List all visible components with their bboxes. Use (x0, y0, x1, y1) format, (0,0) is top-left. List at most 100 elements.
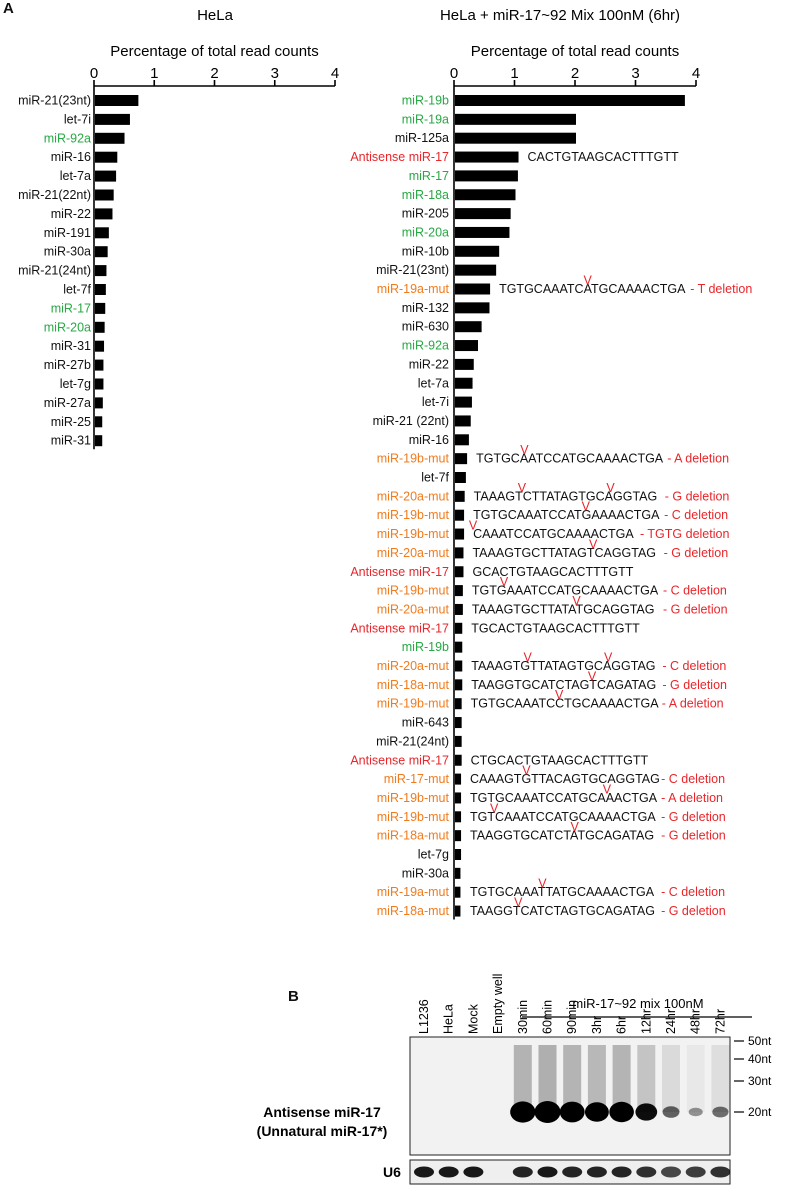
mix-sequence-annotation: TAAAGTGCTTATAGTCAGGTAG (472, 546, 656, 560)
mix-chart-title: HeLa + miR-17~92 Mix 100nM (6hr) (440, 7, 680, 24)
mix-category-label: miR-19b-mut (377, 508, 450, 522)
mix-category-label: miR-630 (402, 320, 449, 334)
mix-deletion-note: - A deletion (662, 697, 724, 711)
mix-deletion-note: - G deletion (664, 546, 729, 560)
mix-deletion-note: - TGTG deletion (640, 527, 729, 541)
mix-category-label: Antisense miR-17 (350, 621, 449, 635)
blot-band (534, 1101, 561, 1123)
mix-category-label: miR-643 (402, 716, 449, 730)
panel-a-label: A (3, 0, 14, 17)
mix-category-label: let-7i (422, 395, 449, 409)
northern-blot: L1236 HeLa Mock Empty well 30min 60min 90min 3h… (257, 974, 772, 1185)
hela-bar (95, 170, 117, 182)
blot-band (662, 1106, 680, 1118)
mix-sequence-annotation: TAAGGTGCATCTATGCAGATAG (470, 829, 654, 843)
hela-bar (95, 189, 114, 201)
mix-deletion-marker: V (523, 651, 532, 665)
mix-bar (455, 472, 466, 483)
blot-lane-label: 6hr (615, 1016, 629, 1034)
u6-band (636, 1166, 657, 1178)
hela-bar (95, 359, 104, 371)
hela-x-tick-label: 3 (271, 65, 279, 82)
hela-category-label: let-7i (64, 112, 91, 126)
hela-category-label: miR-21(22nt) (18, 188, 91, 202)
mix-bar (455, 264, 497, 276)
mix-category-label: miR-21(24nt) (376, 734, 449, 748)
hela-category-label: miR-191 (44, 226, 91, 240)
mix-sequence-annotation: TAAAGTCTTATAGTGCAGGTAG (474, 489, 658, 503)
u6-band (512, 1166, 533, 1178)
mix-bar (455, 811, 462, 823)
mix-deletion-marker: V (604, 651, 613, 665)
mix-deletion-note: - C deletion (662, 659, 726, 673)
mix-bar (455, 189, 516, 201)
mix-sequence-annotation: TGTGAAATCCATGCAAAACTGA (472, 584, 659, 598)
mix-category-label: miR-125a (395, 131, 449, 145)
u6-band (685, 1166, 706, 1178)
hela-category-label: miR-31 (51, 339, 91, 353)
mix-deletion-marker: V (582, 500, 591, 514)
mix-deletion-note: - G deletion (662, 678, 727, 692)
mix-deletion-marker: V (469, 519, 478, 533)
hela-category-label: miR-31 (51, 434, 91, 448)
mix-category-label: miR-30a (402, 866, 449, 880)
mix-category-label: Antisense miR-17 (350, 150, 449, 164)
u6-band (710, 1166, 731, 1178)
mix-bar-chart: HeLa + miR-17~92 Mix 100nM (6hr) Percenta… (350, 7, 752, 920)
hela-bar (95, 302, 106, 314)
mix-category-label: let-7g (418, 848, 449, 862)
mix-deletion-note: - G deletion (661, 829, 726, 843)
mix-deletion-note: - C deletion (661, 885, 725, 899)
mix-bar (455, 566, 464, 578)
mix-category-label: miR-16 (409, 433, 449, 447)
mix-deletion-marker: V (589, 537, 598, 551)
mix-bar (455, 754, 462, 766)
mix-sequence-annotation: CTGCACTGTAAGCACTTTGTT (471, 753, 649, 767)
mix-bar (455, 132, 576, 144)
hela-bar (95, 265, 107, 277)
blot-smear (662, 1045, 680, 1112)
mix-category-label: let-7f (421, 471, 449, 485)
mix-category-label: miR-21 (22nt) (373, 414, 449, 428)
mix-bar (455, 547, 464, 559)
mix-deletion-note: - G deletion (661, 810, 726, 824)
mix-deletion-note: - A deletion (661, 791, 723, 805)
mix-x-tick-label: 3 (631, 65, 639, 82)
mix-category-label: miR-18a (402, 188, 449, 202)
mix-category-label: miR-19a-mut (377, 282, 450, 296)
blot-size-marker: 20nt (748, 1105, 772, 1119)
blot-band (635, 1103, 658, 1121)
mix-category-label: miR-19b (402, 640, 449, 654)
blot-lane-label: L1236 (417, 999, 431, 1034)
mix-deletion-marker: V (500, 575, 509, 589)
mix-sequence-annotation: CACTGTAAGCACTTTGTT (528, 150, 680, 164)
mix-category-label: Antisense miR-17 (350, 565, 449, 579)
hela-bar (95, 340, 105, 352)
mix-deletion-marker: V (490, 801, 499, 815)
mix-deletion-marker: V (606, 481, 615, 495)
mix-deletion-note: - C deletion (661, 772, 725, 786)
mix-sequence-annotation: TGTGCAAATTATGCAAAACTGA (470, 885, 655, 899)
hela-category-label: let-7g (60, 377, 91, 391)
panel-b-label: B (288, 988, 299, 1005)
mix-category-label: miR-19b (402, 94, 449, 108)
mix-category-label: miR-20a-mut (377, 659, 450, 673)
mix-deletion-marker: V (583, 274, 592, 288)
hela-x-tick-label: 4 (331, 65, 339, 82)
hela-category-label: miR-17 (51, 301, 91, 315)
hela-bar (95, 397, 103, 409)
hela-category-label: miR-21(23nt) (18, 94, 91, 108)
mix-category-label: miR-18a-mut (377, 678, 450, 692)
mix-category-label: miR-92a (402, 339, 449, 353)
mix-bar (455, 792, 462, 804)
hela-chart-title: HeLa (197, 7, 234, 24)
blot-smear (612, 1045, 631, 1112)
blot-sample-label: Antisense miR-17 (263, 1104, 381, 1120)
blot-smear (637, 1045, 656, 1112)
blot-smear (686, 1045, 705, 1112)
mix-bar (455, 867, 461, 879)
blot-membrane (409, 1036, 731, 1156)
mix-x-tick-label: 2 (571, 65, 579, 82)
mix-category-label: miR-18a-mut (377, 904, 450, 918)
mix-category-label: miR-19b-mut (377, 791, 450, 805)
